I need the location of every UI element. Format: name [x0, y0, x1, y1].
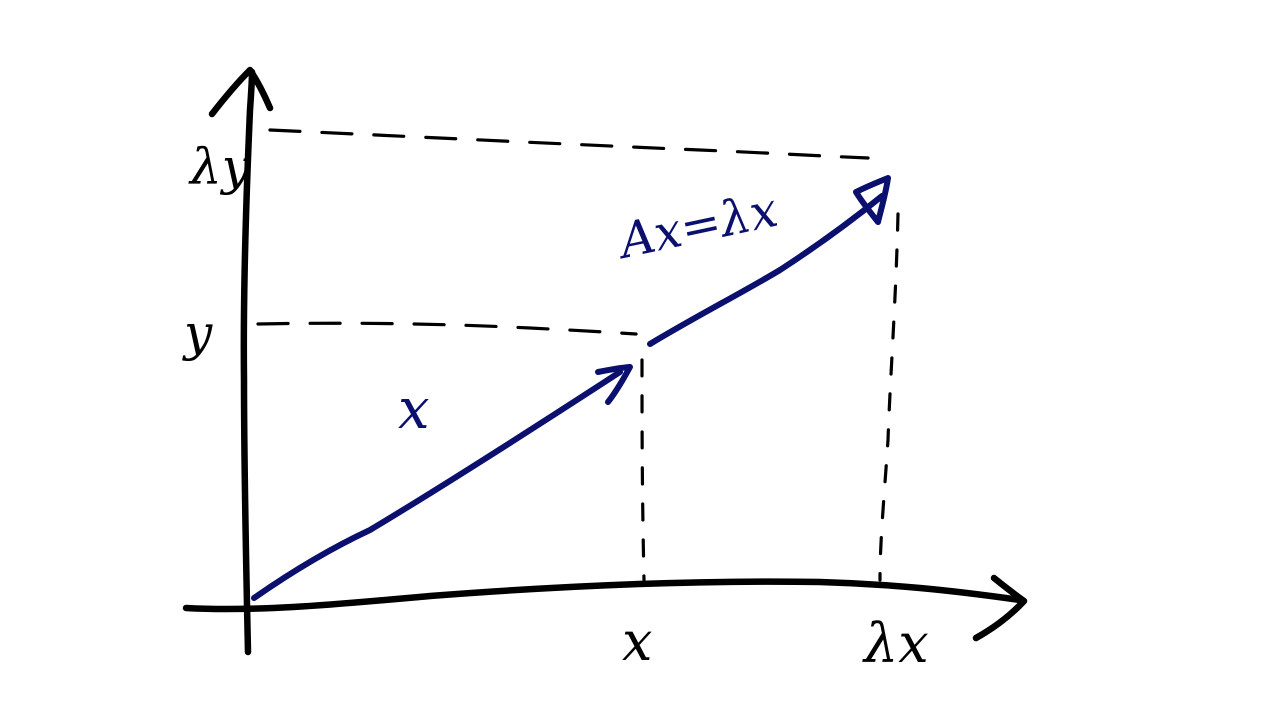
y-axis-arrowhead	[212, 70, 270, 114]
label-lambda-x-tick: λx	[862, 612, 929, 675]
label-lambda-y: λy	[188, 138, 251, 196]
x-axis	[186, 582, 1020, 609]
guide-lambda-x	[880, 214, 898, 580]
guide-y	[258, 323, 636, 334]
guide-lambda-y	[270, 130, 868, 158]
x-axis-arrowhead	[976, 578, 1024, 638]
guide-x	[642, 360, 644, 580]
label-vector-lambda-x: Ax=λx	[611, 182, 783, 271]
label-x-tick: x	[622, 610, 652, 673]
label-y: y	[182, 304, 213, 362]
vector-x	[254, 372, 620, 598]
label-vector-x: x	[398, 377, 430, 442]
